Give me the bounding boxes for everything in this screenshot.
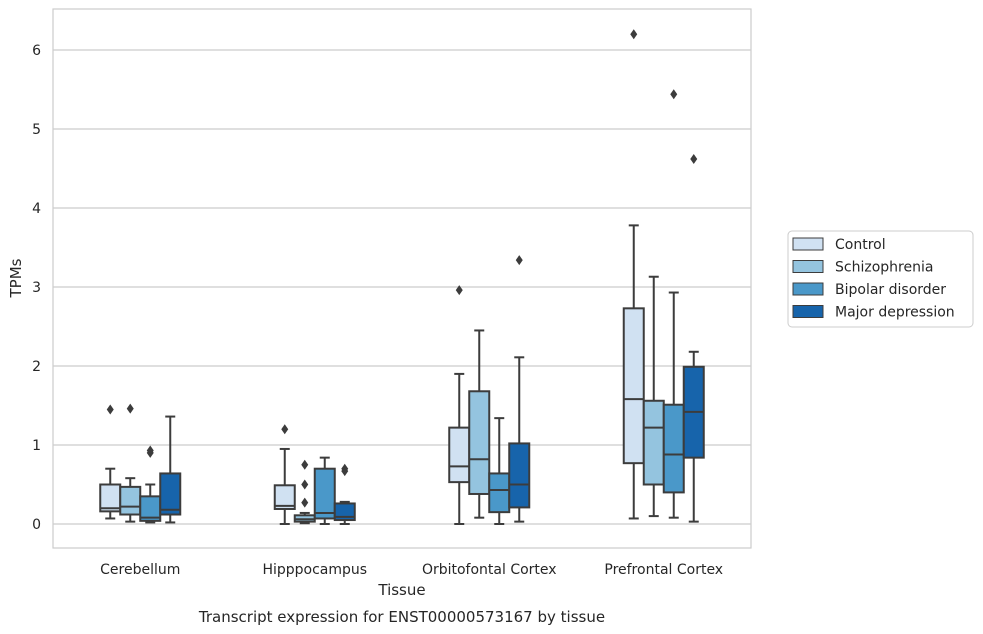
legend-frame	[787, 230, 974, 328]
y-axis-ticks: 0 1 2 3 4 5 6	[32, 43, 41, 533]
outlier-point-1	[301, 479, 309, 490]
y-tick-label-0: 0	[32, 517, 41, 533]
y-axis-label: TPMs	[7, 258, 25, 298]
x-axis-label: Tissue	[377, 581, 425, 599]
box-body	[508, 442, 531, 509]
box-body	[662, 403, 685, 494]
box-0-1	[119, 403, 142, 523]
box-1-3	[333, 463, 356, 525]
box-3-0	[622, 29, 645, 520]
y-tick-label-4: 4	[32, 201, 41, 217]
box-body	[313, 467, 336, 520]
legend: Control Schizophrenia Bipolar disorder Majo…	[787, 230, 974, 328]
outlier-point-0	[126, 403, 134, 414]
box-1-2	[313, 456, 336, 525]
box-body	[448, 426, 471, 484]
box-1-0	[273, 424, 296, 525]
y-tick-label-3: 3	[32, 280, 41, 296]
box-3-3	[682, 154, 705, 523]
outlier-point-0	[515, 255, 523, 266]
y-tick-label-2: 2	[32, 359, 41, 375]
legend-label-2: Bipolar disorder	[835, 282, 946, 298]
x-tick-label-3: Prefrontal Cortex	[604, 562, 723, 578]
legend-swatch-3	[792, 305, 824, 318]
box-body	[622, 307, 645, 465]
outlier-point-0	[670, 89, 678, 100]
outlier-point-0	[106, 404, 114, 415]
outlier-point-1	[341, 463, 349, 474]
outlier-point-2	[301, 459, 309, 470]
box-body	[488, 472, 511, 514]
x-tick-label-2: Orbitofontal Cortex	[422, 562, 557, 578]
box-2-0	[448, 285, 471, 525]
box-1-1	[293, 459, 316, 525]
outlier-point-0	[630, 29, 638, 40]
outlier-point-0	[690, 154, 698, 165]
box-0-3	[159, 415, 182, 524]
y-tick-label-6: 6	[32, 43, 41, 59]
legend-label-1: Schizophrenia	[835, 260, 933, 276]
box-2-3	[508, 255, 531, 523]
outlier-point-0	[455, 285, 463, 296]
legend-swatch-0	[792, 237, 824, 251]
x-tick-label-1: Hipppocampus	[262, 562, 367, 578]
box-body	[273, 484, 296, 510]
legend-swatch-2	[792, 282, 824, 296]
legend-label-0: Control	[835, 237, 886, 253]
legend-label-3: Major depression	[835, 305, 955, 321]
box-3-1	[642, 275, 665, 518]
x-axis-ticks: Cerebellum Hipppocampus Orbitofontal Corte…	[100, 562, 723, 578]
outlier-point-0	[301, 497, 309, 508]
outlier-point-1	[146, 445, 154, 456]
outlier-point-0	[281, 424, 289, 435]
boxes-layer	[99, 29, 705, 525]
x-tick-label-0: Cerebellum	[100, 562, 180, 578]
box-3-2	[662, 89, 685, 519]
box-body	[159, 472, 182, 516]
box-body	[119, 485, 142, 516]
y-tick-label-1: 1	[32, 438, 41, 454]
box-body	[468, 390, 491, 495]
box-2-1	[468, 329, 491, 519]
plot-frame	[52, 8, 752, 549]
legend-swatch-1	[792, 260, 824, 273]
chart-caption: Transcript expression for ENST0000057316…	[198, 608, 605, 626]
y-tick-label-5: 5	[32, 122, 41, 138]
box-body	[642, 399, 665, 486]
